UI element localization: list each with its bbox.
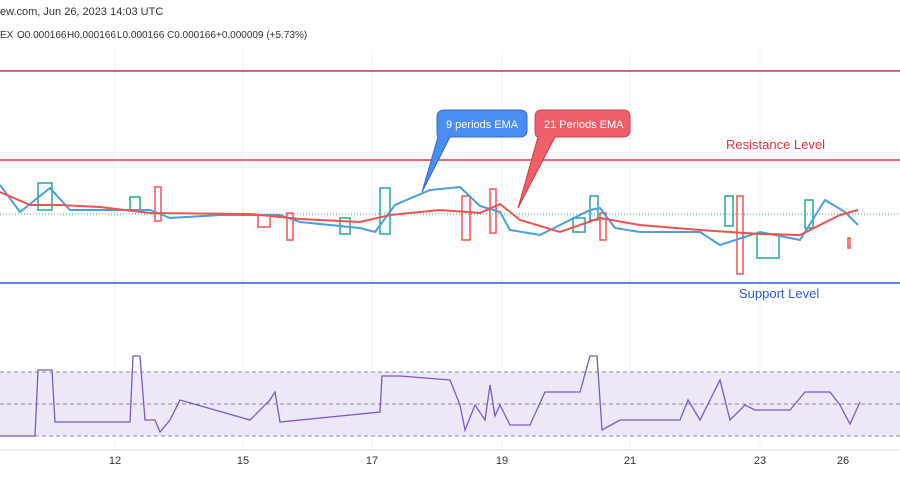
- x-axis-labels: 12 15 17 19 21 23 26: [109, 455, 849, 467]
- open: O0.000166: [17, 30, 67, 41]
- ema21-callout: [517, 109, 631, 209]
- ema9-label: 9 periods EMA: [446, 119, 519, 131]
- x-tick-label: 15: [237, 455, 249, 467]
- x-tick-label: 23: [754, 455, 766, 467]
- ema9-callout: [421, 109, 528, 193]
- candles: [37, 182, 851, 275]
- resistance-label: Resistance Level: [726, 137, 825, 152]
- support-label: Support Level: [739, 286, 819, 301]
- ema21-line: [0, 191, 859, 237]
- close: C0.000166: [167, 30, 216, 41]
- x-tick-label: 26: [837, 455, 849, 467]
- ema9-line: [0, 184, 859, 247]
- rsi-levels: [0, 371, 900, 437]
- x-tick-label: 12: [109, 455, 121, 467]
- change: +0.000009 (+5.73%): [216, 30, 307, 41]
- high: H0.000166: [67, 30, 116, 41]
- rsi-line: [0, 355, 861, 437]
- x-tick-label: 19: [496, 455, 508, 467]
- source-line: ew.com, Jun 26, 2023 14:03 UTC: [0, 6, 163, 18]
- low: L0.000166: [117, 30, 165, 41]
- ema21-label: 21 Periods EMA: [544, 119, 624, 131]
- x-tick-label: 17: [366, 455, 378, 467]
- symbol: EX: [0, 30, 14, 41]
- x-tick-label: 21: [624, 455, 636, 467]
